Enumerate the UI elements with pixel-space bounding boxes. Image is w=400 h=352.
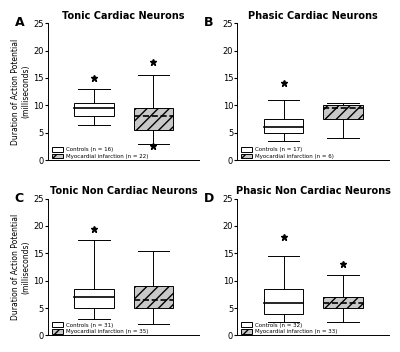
Legend: Controls (n = 16), Myocardial infarction (n = 22): Controls (n = 16), Myocardial infarction… — [51, 146, 149, 160]
Text: C: C — [15, 192, 24, 205]
Text: B: B — [204, 17, 214, 30]
Title: Phasic Non Cardiac Neurons: Phasic Non Cardiac Neurons — [236, 187, 390, 196]
Bar — [74, 289, 114, 308]
Title: Tonic Non Cardiac Neurons: Tonic Non Cardiac Neurons — [50, 187, 198, 196]
Text: A: A — [15, 17, 24, 30]
Bar — [264, 119, 303, 133]
Bar — [134, 286, 173, 308]
Bar — [134, 108, 173, 130]
Bar — [74, 103, 114, 116]
Y-axis label: Duration of Action Potential
(milliseconds): Duration of Action Potential (millisecon… — [11, 39, 30, 145]
Title: Phasic Cardiac Neurons: Phasic Cardiac Neurons — [248, 11, 378, 21]
Legend: Controls (n = 31), Myocardial infarction (n = 35): Controls (n = 31), Myocardial infarction… — [51, 321, 149, 335]
Text: D: D — [204, 192, 214, 205]
Bar — [323, 297, 362, 308]
Bar — [323, 105, 362, 119]
Bar — [264, 289, 303, 314]
Legend: Controls (n = 32), Myocardial infarction (n = 33): Controls (n = 32), Myocardial infarction… — [240, 321, 339, 335]
Y-axis label: Duration of Action Potential
(milliseconds): Duration of Action Potential (millisecon… — [11, 214, 30, 320]
Title: Tonic Cardiac Neurons: Tonic Cardiac Neurons — [62, 11, 185, 21]
Legend: Controls (n = 17), Myocardial infarction (n = 6): Controls (n = 17), Myocardial infarction… — [240, 146, 335, 160]
